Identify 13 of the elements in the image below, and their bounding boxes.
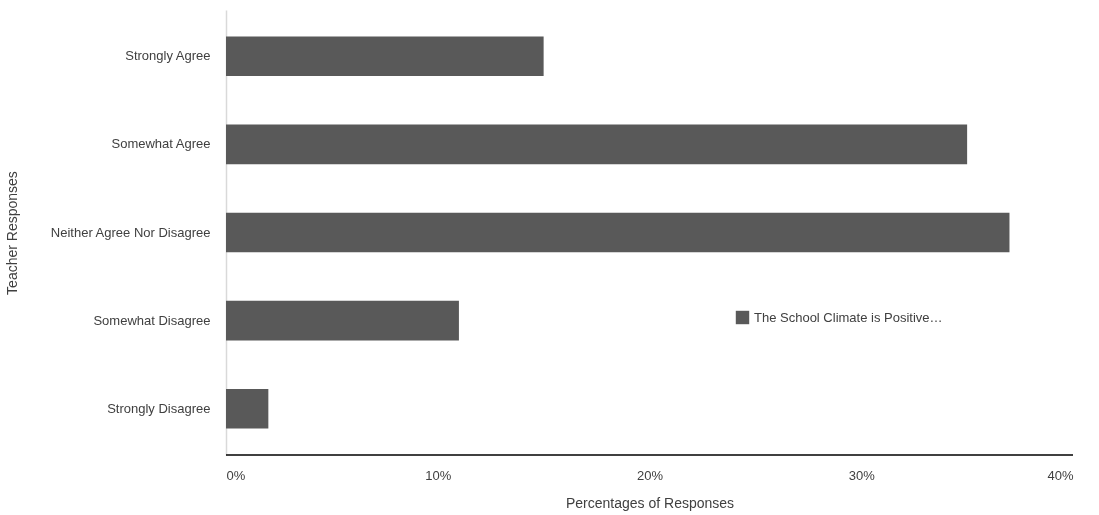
y-tick-label: Somewhat Disagree (93, 312, 211, 328)
legend-label: The School Climate is Positive… (754, 309, 943, 325)
y-tick-label: Somewhat Agree (111, 136, 211, 152)
x-tick-label: 10% (425, 467, 452, 483)
x-tick-label: 30% (848, 467, 876, 483)
y-tick-label: Neither Agree Nor Disagree (50, 224, 211, 240)
y-axis-title: Teacher Responses (4, 171, 21, 295)
x-axis-title: Percentages of Responses (565, 494, 735, 511)
x-tick-label: 0% (226, 467, 246, 483)
x-tick-label: 40% (1047, 467, 1074, 483)
x-tick-label: 20% (636, 467, 664, 483)
y-tick-label: Strongly Disagree (107, 400, 211, 416)
y-tick-label: Strongly Agree (125, 48, 211, 64)
